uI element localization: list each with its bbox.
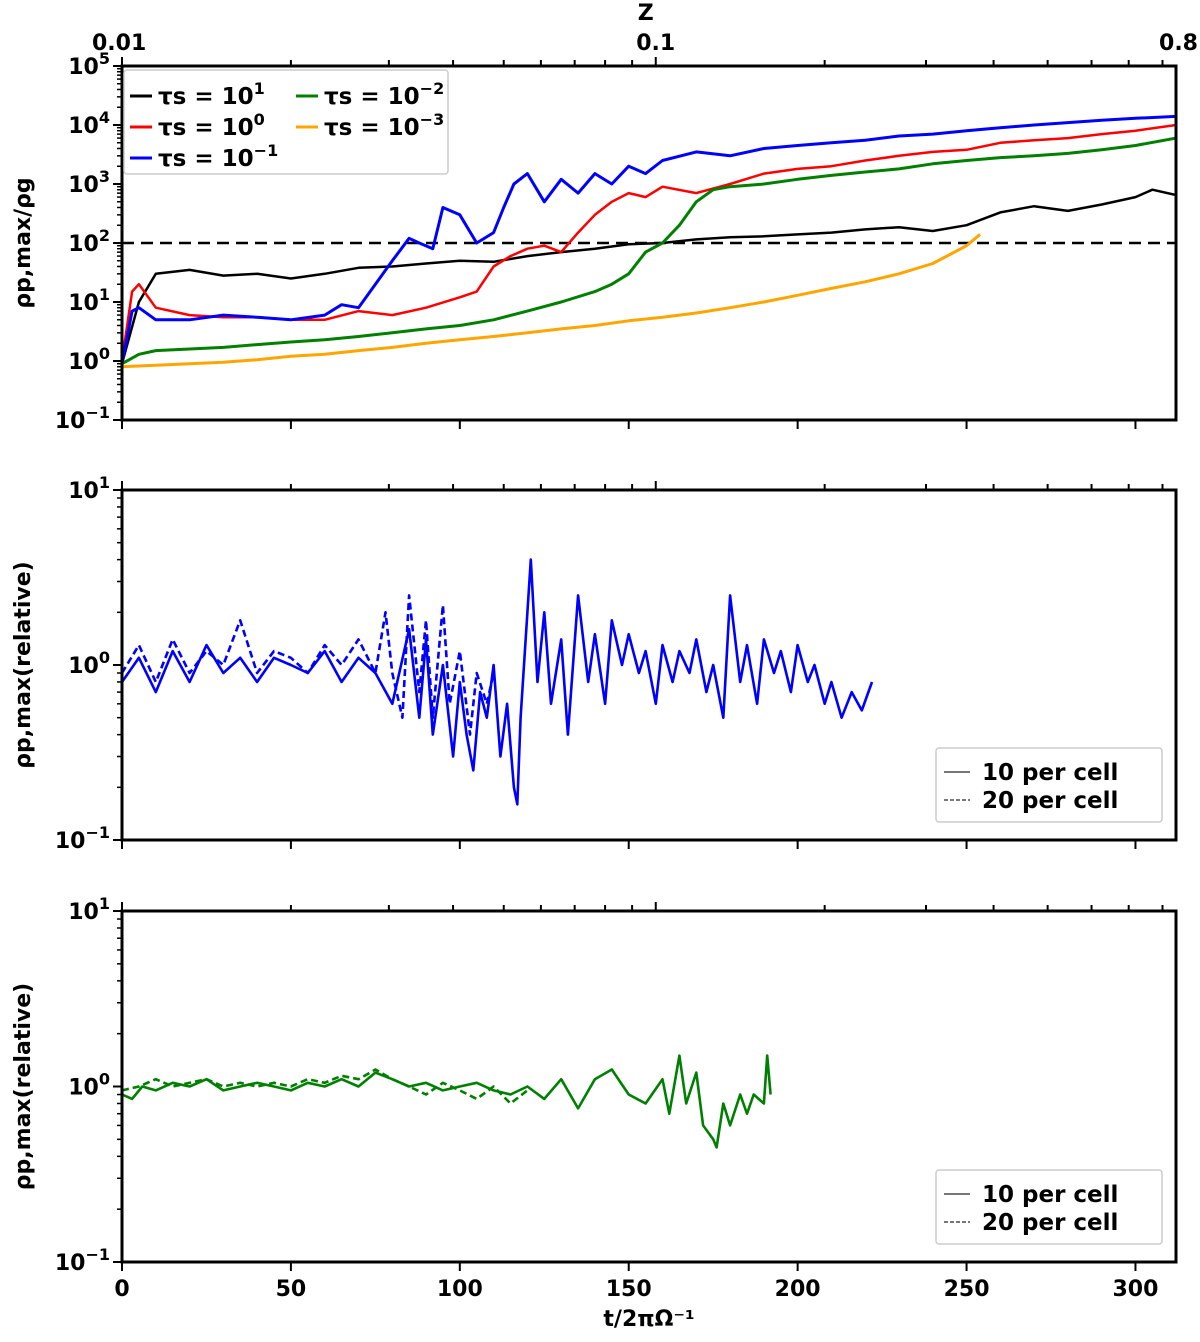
y-tick-label-bottom-2: 101 xyxy=(68,894,110,925)
y-tick-label-top-4: 103 xyxy=(68,167,110,198)
z-tick-label-1: 0.1 xyxy=(636,31,675,56)
panel-bottom: 10−1 100 101 0 50 100 150 200 250 300 t/2πΩ⁻¹ ρp,ma… xyxy=(11,894,1178,1332)
y-tick-label-bottom-1: 100 xyxy=(68,1070,110,1101)
y-axis-label-top: ρp,max/ρg xyxy=(11,177,36,308)
legend-label-middle-0: 10 per cell xyxy=(982,760,1118,786)
x-axis-label: t/2πΩ⁻¹ xyxy=(603,1307,694,1332)
y-axis-label-bottom: ρp,max(relative) xyxy=(11,983,36,1190)
x-tick-label-4: 200 xyxy=(775,1277,821,1302)
x-tick-label-6: 300 xyxy=(1112,1277,1158,1302)
legend-label-0: τs = 101 xyxy=(158,79,265,110)
panel-middle: 10−1 100 101 ρp,max(relative) 10 per cell20 … xyxy=(11,473,1178,854)
y-tick-label-middle-1: 100 xyxy=(68,648,110,679)
legend-label-3: τs = 10−2 xyxy=(324,79,444,110)
y-tick-label-middle-0: 10−1 xyxy=(55,823,110,854)
y-axis-label-middle: ρp,max(relative) xyxy=(11,561,36,768)
series-line-top-2 xyxy=(122,114,1176,364)
y-tick-label-top-5: 104 xyxy=(68,108,110,139)
y-tick-label-bottom-0: 10−1 xyxy=(55,1245,110,1276)
z-tick-label-0: 0.01 xyxy=(92,31,146,56)
z-axis-label: Z xyxy=(638,1,654,26)
series-line-top-4 xyxy=(122,233,982,369)
legend-label-2: τs = 10−1 xyxy=(158,141,278,172)
legend-label-bottom-1: 20 per cell xyxy=(982,1210,1118,1236)
series-line-bottom-0 xyxy=(122,1054,772,1149)
legend-label-bottom-0: 10 per cell xyxy=(982,1182,1118,1208)
y-tick-label-top-0: 10−1 xyxy=(55,403,110,434)
x-tick-label-3: 150 xyxy=(606,1277,652,1302)
legend-label-middle-1: 20 per cell xyxy=(982,788,1118,814)
y-tick-label-top-1: 100 xyxy=(68,344,110,375)
y-tick-label-top-3: 102 xyxy=(68,226,110,257)
z-tick-label-2: 0.8 xyxy=(1159,31,1198,56)
y-tick-label-middle-2: 101 xyxy=(68,473,110,504)
y-tick-label-top-2: 101 xyxy=(68,285,110,316)
legend-label-4: τs = 10−3 xyxy=(324,110,444,141)
series-line-middle-0 xyxy=(122,558,874,806)
series-line-top-3 xyxy=(122,136,1176,366)
y-tick-label-top-6: 105 xyxy=(68,49,110,80)
x-tick-label-0: 0 xyxy=(114,1277,129,1302)
series-line-top-0 xyxy=(122,188,1176,365)
x-tick-label-2: 100 xyxy=(437,1277,483,1302)
legend-label-1: τs = 100 xyxy=(158,110,265,141)
x-tick-label-1: 50 xyxy=(276,1277,307,1302)
series-line-middle-1 xyxy=(122,594,495,736)
x-tick-label-5: 250 xyxy=(944,1277,990,1302)
series-line-bottom-1 xyxy=(122,1068,529,1105)
